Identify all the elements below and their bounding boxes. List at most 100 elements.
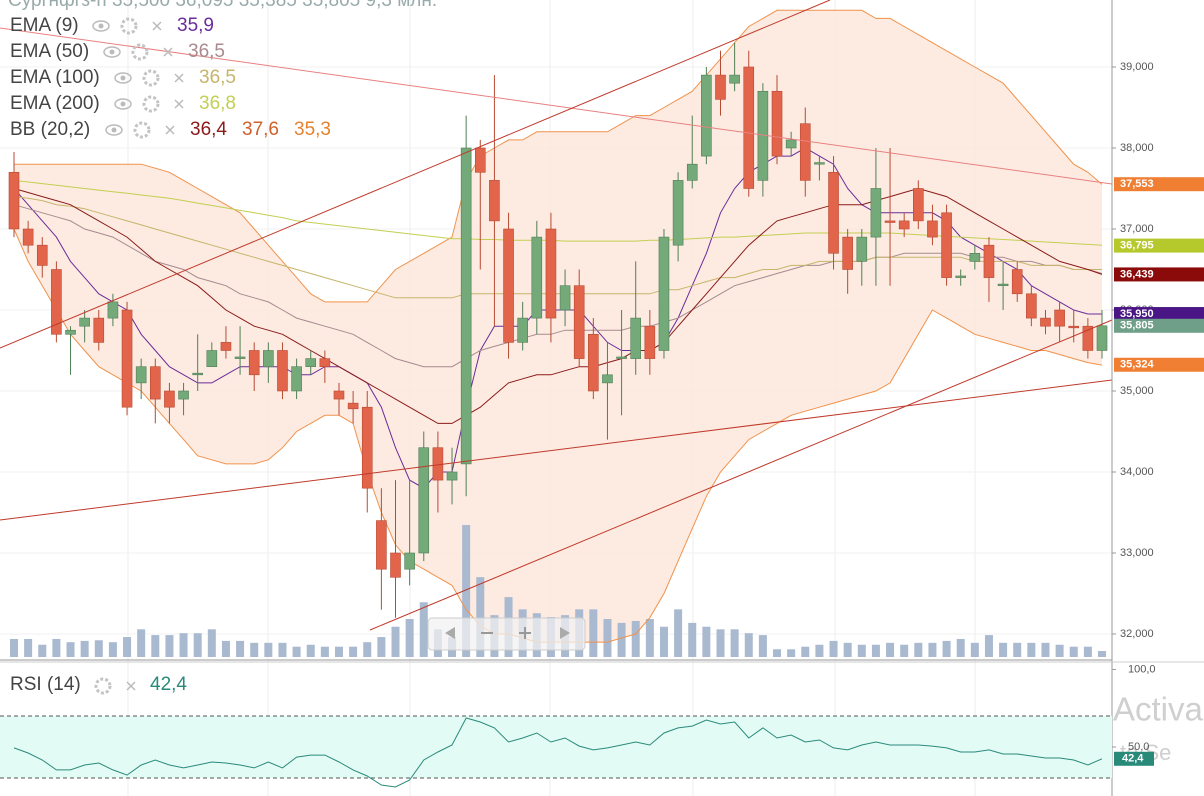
- eye-icon: [114, 98, 132, 110]
- legend-value: 36,5: [188, 41, 225, 62]
- watermark: Activa: [1113, 691, 1204, 728]
- candle-body: [828, 171, 839, 254]
- candle-body: [503, 228, 514, 343]
- candle-body: [686, 163, 698, 181]
- volume-bar: [787, 649, 796, 657]
- volume-bar: [94, 640, 103, 657]
- y-tick-label: 37,000: [1120, 223, 1154, 235]
- ema-line: [13, 196, 1102, 299]
- legend-value: 42,4: [150, 674, 187, 695]
- volume-bar: [984, 635, 993, 657]
- nav-widget[interactable]: [427, 617, 586, 651]
- close-icon: [126, 681, 136, 691]
- trend-line: [0, 379, 1113, 521]
- volume-bar: [66, 642, 75, 657]
- volume-bar: [137, 629, 146, 657]
- header: Сургнфгз-п 35,500 36,095 35,385 35,805 9…: [8, 0, 437, 11]
- candle-body: [1082, 325, 1094, 351]
- volume-bar: [970, 642, 979, 657]
- candle-body: [545, 228, 557, 319]
- volume-bar: [744, 633, 753, 657]
- rsi-tag: [1114, 751, 1154, 766]
- candle-body: [856, 236, 868, 262]
- candle-body: [1011, 269, 1023, 295]
- gear-icon: [131, 43, 149, 61]
- nav-left[interactable]: [445, 627, 455, 639]
- volume-bar: [165, 635, 174, 657]
- volume-bar: [38, 644, 47, 657]
- candle-body: [489, 180, 500, 222]
- volume-bar: [631, 620, 640, 657]
- price-tag-label: 35,950: [1120, 308, 1154, 320]
- candle-body: [277, 350, 288, 392]
- candle-body: [361, 406, 373, 489]
- volume-bar: [10, 638, 18, 657]
- candle-body: [107, 301, 119, 319]
- legend-value: 36,5: [199, 67, 236, 88]
- volume-bar: [320, 646, 329, 657]
- price-tag: [1114, 307, 1204, 322]
- candle-body: [616, 356, 627, 359]
- legend-value: 36,4: [190, 119, 227, 140]
- rsi-line: [13, 717, 1103, 788]
- y-tick-label: 39,000: [1120, 61, 1154, 73]
- gear-icon: [142, 69, 160, 87]
- volume-bar: [80, 640, 89, 657]
- candle-body: [121, 309, 133, 408]
- volume-bar: [773, 649, 782, 657]
- volume-bar: [674, 609, 683, 657]
- candle-body: [1054, 309, 1065, 327]
- candle-body: [927, 220, 938, 238]
- volume-bar: [688, 622, 697, 657]
- volume-bar: [801, 646, 810, 657]
- y-tick-label: 33,000: [1120, 547, 1154, 559]
- volume-bar: [603, 619, 612, 657]
- candle-body: [785, 139, 797, 149]
- volume-bar: [730, 629, 739, 657]
- volume-bar: [1055, 644, 1064, 657]
- candle-body: [588, 333, 599, 392]
- y-tick-label: 38,000: [1120, 142, 1154, 154]
- legend-name: EMA (9): [10, 15, 79, 36]
- legend-name: EMA (200): [10, 93, 100, 114]
- nav-zoom-in[interactable]: [519, 627, 531, 639]
- candle-body: [715, 74, 726, 100]
- price-tag: [1114, 238, 1204, 253]
- volume-bar: [1013, 642, 1022, 657]
- volume-bar: [391, 626, 400, 657]
- candle-body: [390, 552, 401, 578]
- eye-icon: [103, 46, 121, 58]
- price-tag: [1114, 357, 1204, 372]
- legend-name: EMA (100): [10, 67, 100, 88]
- volume-bar: [1069, 646, 1078, 657]
- candle-body: [1040, 317, 1051, 327]
- volume-bar: [1041, 642, 1050, 657]
- eye-icon: [120, 75, 126, 81]
- y-tick-label: 35,000: [1120, 385, 1154, 397]
- candle-body: [474, 147, 486, 173]
- volume-bar: [589, 609, 598, 657]
- volume-bar: [250, 642, 259, 657]
- candle-body: [149, 366, 161, 400]
- candle-body: [51, 269, 62, 335]
- candle-body: [376, 520, 387, 570]
- legend-name: BB (20,2): [10, 119, 90, 140]
- legend-name: RSI (14): [10, 674, 81, 695]
- nav-right[interactable]: [560, 627, 570, 639]
- close-icon: [174, 99, 184, 109]
- gear-icon: [120, 17, 138, 35]
- candle-body: [955, 275, 967, 278]
- volume-bar: [857, 644, 866, 657]
- volume-bar: [179, 633, 188, 657]
- volume-bar: [278, 642, 287, 657]
- volume-bar: [476, 577, 485, 657]
- candle-body: [248, 350, 260, 376]
- gear-icon: [94, 677, 112, 695]
- candle-body: [135, 366, 147, 384]
- candle-body: [319, 358, 331, 367]
- candle-body: [65, 329, 76, 335]
- volume-bar: [843, 642, 852, 657]
- price-tag: [1114, 177, 1204, 192]
- close-icon: [165, 125, 175, 135]
- candle-body: [206, 350, 218, 367]
